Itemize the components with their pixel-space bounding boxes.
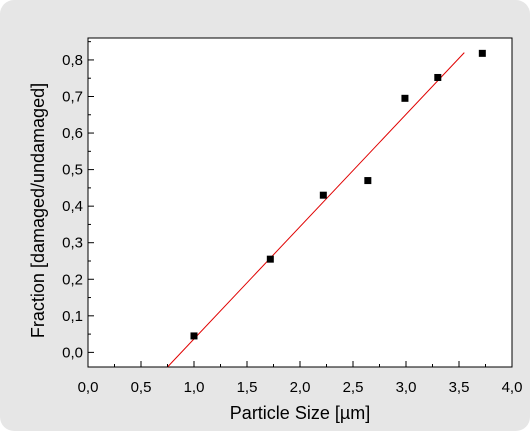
x-tick-label: 0,0 (78, 379, 99, 396)
data-point (434, 73, 442, 81)
data-point (319, 191, 327, 199)
y-tick-label: 0,5 (62, 162, 83, 179)
y-tick-label: 0,3 (62, 235, 83, 252)
y-tick-label: 0,6 (62, 125, 83, 142)
y-tick-label: 0,0 (62, 344, 83, 361)
y-tick-label: 0,1 (62, 308, 83, 325)
y-tick-label: 0,7 (62, 88, 83, 105)
x-tick-label: 4,0 (502, 379, 523, 396)
x-tick-label: 0,5 (131, 379, 152, 396)
y-tick-label: 0,4 (62, 198, 83, 215)
x-tick-label: 1,5 (237, 379, 258, 396)
x-tick-label: 3,0 (396, 379, 417, 396)
x-tick-label: 1,0 (184, 379, 205, 396)
data-point (364, 177, 372, 185)
x-axis-label: Particle Size [µm] (230, 403, 370, 423)
y-tick-label: 0,2 (62, 271, 83, 288)
y-axis-label: Fraction [damaged/undamaged] (28, 83, 48, 338)
data-point (190, 332, 198, 340)
data-point (401, 94, 409, 102)
y-tick-label: 0,8 (62, 52, 83, 69)
data-point (478, 49, 486, 57)
data-point (266, 255, 274, 263)
plot-area (87, 37, 513, 368)
fit-line (167, 52, 465, 368)
x-tick-label: 3,5 (449, 379, 470, 396)
x-tick-label: 2,5 (343, 379, 364, 396)
x-tick-label: 2,0 (290, 379, 311, 396)
